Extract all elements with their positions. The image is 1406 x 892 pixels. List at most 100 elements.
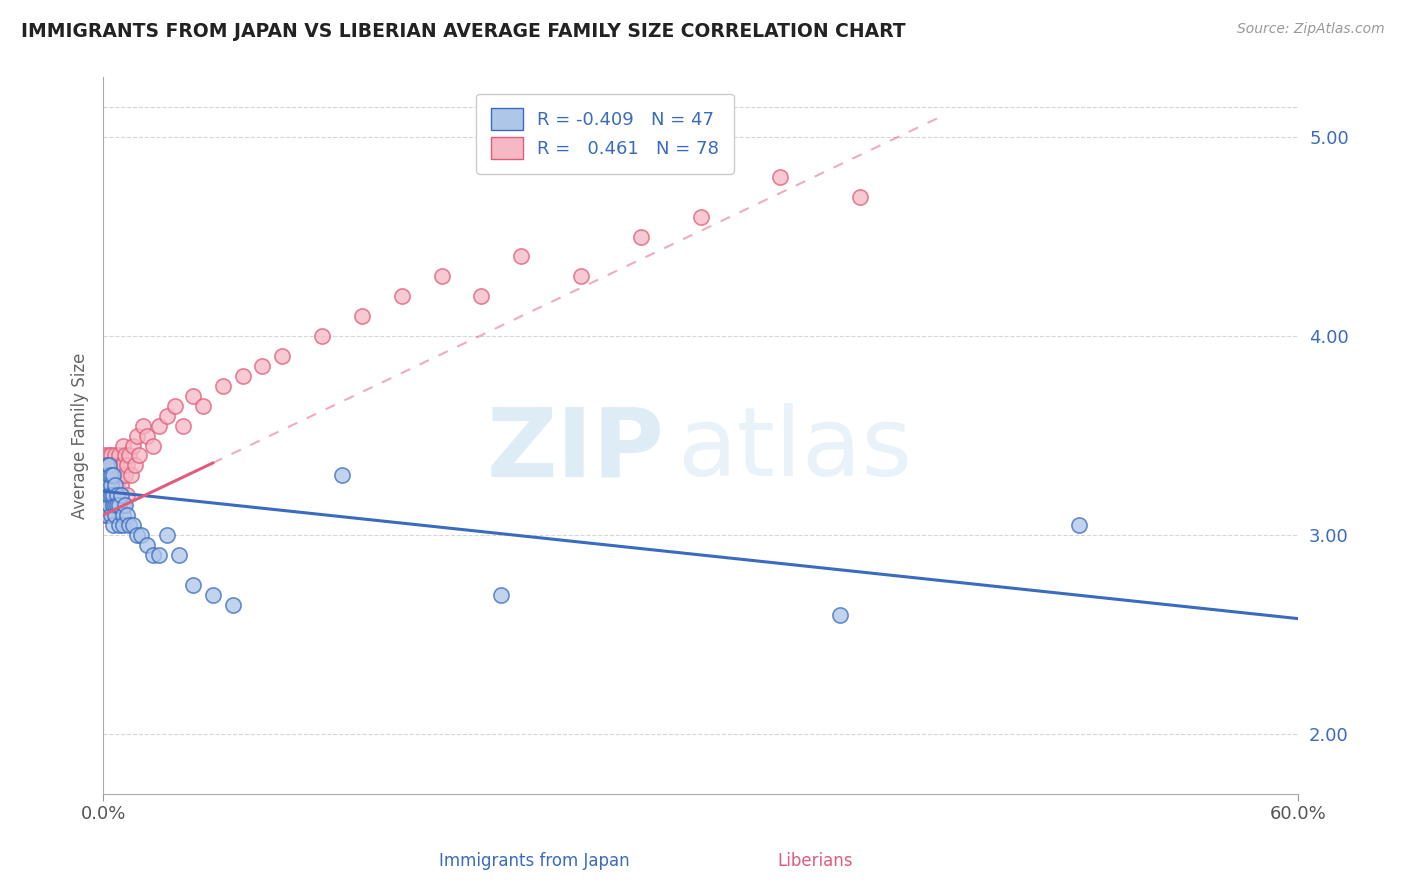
- Point: [108, 498, 131, 512]
- Point: [114, 449, 136, 463]
- Point: [101, 518, 124, 533]
- Point: [94, 468, 117, 483]
- Point: [172, 418, 194, 433]
- Point: [100, 488, 122, 502]
- Point: [101, 468, 124, 483]
- Point: [156, 528, 179, 542]
- Point: [110, 468, 132, 483]
- Point: [105, 488, 128, 502]
- Point: [96, 498, 118, 512]
- Point: [101, 468, 124, 483]
- Point: [828, 607, 851, 622]
- Point: [491, 588, 513, 602]
- Point: [108, 518, 131, 533]
- Point: [105, 498, 128, 512]
- Point: [96, 458, 118, 473]
- Point: [100, 498, 122, 512]
- Point: [104, 449, 127, 463]
- Point: [108, 468, 131, 483]
- Point: [100, 488, 122, 502]
- Point: [112, 458, 135, 473]
- Point: [98, 458, 121, 473]
- Point: [101, 488, 124, 502]
- Point: [96, 488, 118, 502]
- Point: [569, 269, 592, 284]
- Point: [510, 250, 533, 264]
- Point: [94, 488, 117, 502]
- Legend: R = -0.409   N = 47, R =   0.461   N = 78: R = -0.409 N = 47, R = 0.461 N = 78: [477, 94, 734, 174]
- Point: [94, 498, 117, 512]
- Point: [101, 498, 124, 512]
- Point: [104, 478, 127, 492]
- Point: [100, 449, 122, 463]
- Point: [112, 508, 135, 523]
- Point: [163, 399, 186, 413]
- Point: [96, 508, 118, 523]
- Point: [98, 468, 121, 483]
- Point: [689, 210, 711, 224]
- Point: [104, 498, 127, 512]
- Point: [221, 598, 243, 612]
- Point: [118, 518, 141, 533]
- Point: [94, 478, 117, 492]
- Point: [98, 449, 121, 463]
- Point: [252, 359, 274, 373]
- Point: [128, 449, 150, 463]
- Point: [101, 478, 124, 492]
- Point: [132, 418, 155, 433]
- Point: [98, 478, 121, 492]
- Point: [100, 458, 122, 473]
- Point: [311, 329, 333, 343]
- Point: [98, 488, 121, 502]
- Point: [120, 468, 142, 483]
- Point: [115, 488, 138, 502]
- Point: [105, 478, 128, 492]
- Point: [96, 478, 118, 492]
- Point: [1067, 518, 1090, 533]
- Point: [112, 518, 135, 533]
- Point: [108, 488, 131, 502]
- Point: [100, 478, 122, 492]
- Point: [148, 418, 170, 433]
- Text: IMMIGRANTS FROM JAPAN VS LIBERIAN AVERAGE FAMILY SIZE CORRELATION CHART: IMMIGRANTS FROM JAPAN VS LIBERIAN AVERAG…: [21, 22, 905, 41]
- Point: [391, 289, 413, 303]
- Point: [136, 428, 159, 442]
- Y-axis label: Average Family Size: Average Family Size: [72, 352, 89, 519]
- Text: Source: ZipAtlas.com: Source: ZipAtlas.com: [1237, 22, 1385, 37]
- Point: [142, 438, 165, 452]
- Point: [110, 478, 132, 492]
- Point: [470, 289, 492, 303]
- Point: [105, 498, 128, 512]
- Point: [350, 309, 373, 323]
- Point: [104, 468, 127, 483]
- Point: [104, 508, 127, 523]
- Point: [104, 488, 127, 502]
- Point: [125, 428, 148, 442]
- Point: [630, 229, 652, 244]
- Point: [110, 458, 132, 473]
- Text: ZIP: ZIP: [486, 403, 665, 496]
- Point: [98, 498, 121, 512]
- Point: [201, 588, 224, 602]
- Point: [430, 269, 453, 284]
- Point: [115, 508, 138, 523]
- Point: [136, 538, 159, 552]
- Point: [115, 458, 138, 473]
- Point: [142, 548, 165, 562]
- Point: [211, 379, 233, 393]
- Point: [181, 578, 204, 592]
- Point: [167, 548, 190, 562]
- Point: [231, 368, 253, 383]
- Point: [112, 438, 135, 452]
- Point: [98, 468, 121, 483]
- Point: [96, 468, 118, 483]
- Point: [271, 349, 294, 363]
- Point: [96, 458, 118, 473]
- Text: atlas: atlas: [676, 403, 911, 496]
- Point: [114, 498, 136, 512]
- Point: [101, 488, 124, 502]
- Text: Liberians: Liberians: [778, 852, 853, 870]
- Point: [94, 508, 117, 523]
- Point: [124, 458, 146, 473]
- Point: [330, 468, 353, 483]
